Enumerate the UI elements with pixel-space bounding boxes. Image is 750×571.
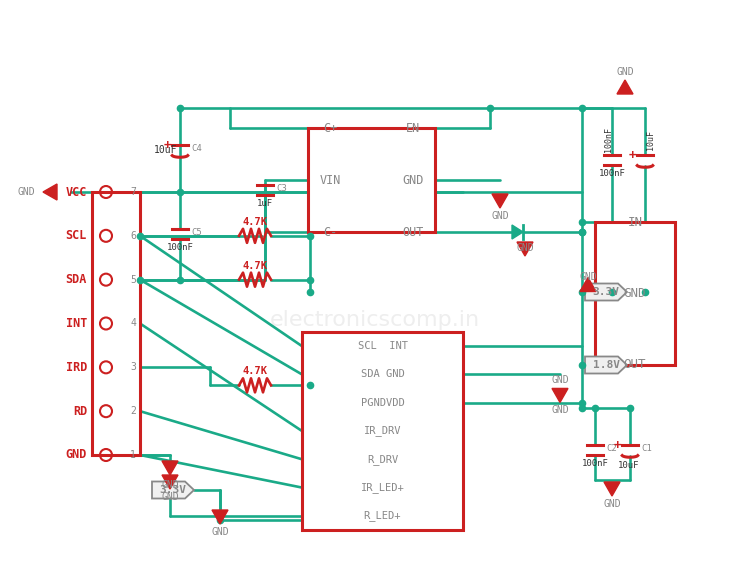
Text: +: + [614, 439, 621, 452]
Text: 4.7K: 4.7K [242, 367, 268, 376]
Polygon shape [517, 242, 533, 256]
Polygon shape [512, 225, 523, 239]
Text: IRD: IRD [66, 361, 87, 374]
Text: PGNDVDD: PGNDVDD [361, 398, 404, 408]
Text: 5: 5 [130, 275, 136, 285]
Polygon shape [604, 482, 620, 496]
Text: GND: GND [17, 187, 35, 197]
Text: electronicscomp.in: electronicscomp.in [270, 310, 480, 330]
Text: SDA: SDA [66, 273, 87, 286]
Text: 100nF: 100nF [166, 243, 194, 252]
Polygon shape [552, 388, 568, 403]
Text: 1uF: 1uF [257, 199, 273, 208]
Text: C3: C3 [276, 184, 286, 193]
Text: GND: GND [402, 174, 424, 187]
Text: 2: 2 [130, 406, 136, 416]
Text: R_LED+: R_LED+ [364, 510, 401, 521]
Text: GND: GND [491, 211, 508, 221]
FancyBboxPatch shape [308, 128, 435, 232]
Text: 10uF: 10uF [646, 130, 655, 150]
Text: +: + [628, 148, 636, 162]
Text: INT: INT [66, 317, 87, 330]
Text: IR_DRV: IR_DRV [364, 425, 401, 436]
Text: EN: EN [406, 122, 420, 135]
Text: 4: 4 [130, 319, 136, 328]
Polygon shape [585, 283, 627, 300]
Polygon shape [152, 481, 194, 498]
Text: C1: C1 [641, 444, 652, 453]
Text: SDA GND: SDA GND [361, 369, 404, 379]
Text: C2: C2 [606, 444, 616, 453]
Text: GND: GND [551, 405, 568, 416]
Text: OUT: OUT [624, 359, 646, 372]
Text: VCC: VCC [66, 186, 87, 199]
Text: 3.3V: 3.3V [592, 287, 619, 297]
Polygon shape [617, 80, 633, 94]
Text: IN: IN [628, 215, 643, 228]
Text: GND: GND [516, 243, 534, 253]
Text: 10uF: 10uF [618, 460, 640, 469]
Text: C-: C- [322, 226, 338, 239]
Polygon shape [162, 475, 178, 489]
FancyBboxPatch shape [92, 192, 140, 455]
Text: 100nF: 100nF [581, 460, 608, 468]
Text: GND: GND [603, 499, 621, 509]
Text: 1.8V: 1.8V [592, 360, 619, 370]
Text: IR_LED+: IR_LED+ [361, 482, 404, 493]
Text: GND: GND [161, 492, 178, 502]
FancyBboxPatch shape [302, 332, 463, 530]
Text: C4: C4 [191, 144, 202, 153]
Text: VIN: VIN [320, 174, 340, 187]
Text: 100nF: 100nF [604, 127, 613, 152]
Polygon shape [492, 194, 508, 208]
Polygon shape [212, 510, 228, 524]
Text: 7: 7 [130, 187, 136, 197]
Text: SCL: SCL [66, 230, 87, 242]
Text: 1: 1 [130, 450, 136, 460]
Text: 4.7K: 4.7K [242, 261, 268, 271]
Text: C+: C+ [322, 122, 338, 135]
Polygon shape [43, 184, 57, 200]
Polygon shape [580, 278, 596, 292]
Text: GND: GND [579, 272, 597, 283]
Text: GND: GND [211, 527, 229, 537]
Text: R_DRV: R_DRV [367, 454, 398, 465]
Text: 6: 6 [130, 231, 136, 241]
Text: 100nF: 100nF [598, 170, 625, 179]
Text: RD: RD [73, 405, 87, 417]
Text: GND: GND [616, 67, 634, 77]
Text: GND: GND [66, 448, 87, 461]
Text: SCL  INT: SCL INT [358, 341, 407, 351]
Text: GND: GND [551, 375, 568, 385]
Polygon shape [585, 356, 627, 373]
Text: OUT: OUT [402, 226, 424, 239]
Text: C5: C5 [191, 228, 202, 237]
Text: 3: 3 [130, 363, 136, 372]
Text: +: + [164, 139, 171, 151]
Polygon shape [162, 461, 178, 475]
Text: GND: GND [624, 287, 646, 300]
FancyBboxPatch shape [595, 222, 675, 365]
Text: 4.7K: 4.7K [242, 217, 268, 227]
Text: 3.3V: 3.3V [160, 485, 187, 495]
Text: 10uF: 10uF [154, 145, 177, 155]
Text: GND: GND [161, 480, 178, 490]
